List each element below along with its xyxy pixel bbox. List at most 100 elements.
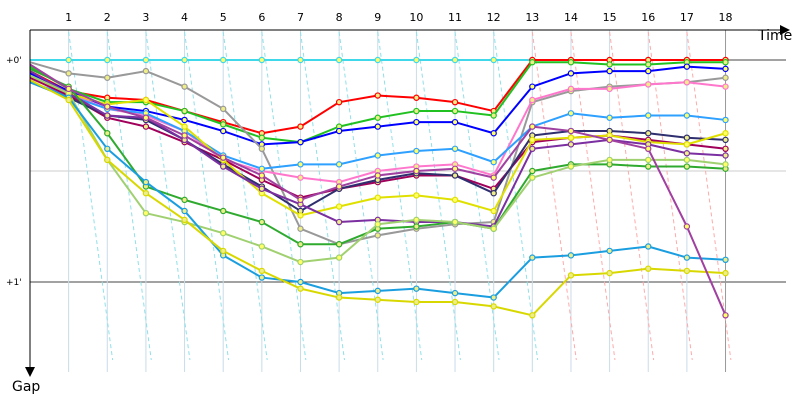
data-point: [683, 112, 691, 119]
data-point: [529, 312, 536, 319]
data-point: [722, 152, 729, 159]
x-axis-title: Time: [757, 28, 792, 44]
data-point: [490, 225, 497, 232]
x-tick-label: 17: [680, 11, 694, 24]
data-point: [258, 185, 266, 192]
grid-lines: [30, 30, 786, 372]
data-point: [567, 70, 575, 77]
data-point: [297, 258, 304, 266]
guide-line: [261, 31, 307, 361]
data-point: [490, 189, 497, 197]
data-point: [413, 216, 420, 224]
data-point: [451, 289, 459, 297]
axes: Time Gap: [12, 25, 792, 395]
data-point: [142, 67, 150, 75]
data-point: [258, 243, 266, 250]
data-point: [142, 96, 150, 104]
data-point: [413, 94, 420, 101]
data-point: [335, 98, 343, 106]
data-point: [258, 165, 266, 172]
data-point: [529, 145, 536, 152]
data-point: [297, 225, 304, 232]
data-point: [683, 63, 691, 70]
x-axis-arrow-icon: [780, 25, 790, 35]
data-point: [65, 56, 72, 64]
x-tick-label: 6: [258, 11, 265, 24]
data-point: [413, 107, 420, 115]
data-point: [606, 61, 613, 68]
data-point: [490, 174, 497, 181]
x-tick-label: 3: [142, 11, 149, 24]
data-point: [104, 103, 111, 110]
guide-line: [570, 31, 616, 361]
y-axis-title: Gap: [12, 379, 40, 395]
data-point: [65, 85, 72, 93]
data-point: [567, 163, 575, 170]
data-point: [683, 267, 691, 275]
data-point: [374, 287, 381, 295]
data-point: [567, 110, 575, 117]
guide-line: [377, 31, 423, 361]
data-point: [683, 223, 691, 230]
data-point: [645, 130, 652, 137]
data-point: [567, 252, 575, 259]
data-point: [567, 127, 575, 135]
data-point: [374, 92, 381, 99]
data-point: [297, 174, 304, 181]
data-point: [529, 83, 536, 90]
data-point: [606, 136, 613, 144]
data-point: [567, 134, 575, 141]
y-tick-labels: +0' +1': [6, 56, 22, 288]
data-point: [529, 254, 536, 261]
data-point: [606, 156, 613, 164]
data-point: [219, 154, 227, 161]
data-point: [181, 56, 188, 64]
data-point: [413, 167, 420, 175]
data-point: [451, 98, 459, 106]
data-point: [297, 196, 304, 204]
data-point: [529, 59, 536, 66]
data-point: [219, 207, 227, 215]
data-point: [142, 189, 150, 197]
data-point: [142, 114, 150, 121]
data-point: [65, 70, 72, 77]
data-point: [722, 136, 729, 144]
data-point: [258, 267, 266, 275]
data-point: [104, 112, 111, 119]
data-point: [722, 145, 729, 152]
data-point: [142, 123, 150, 130]
data-point: [104, 56, 111, 64]
data-point: [374, 56, 381, 64]
guide-line: [222, 31, 268, 361]
data-point: [529, 123, 536, 130]
data-point: [451, 298, 459, 306]
x-tick-label: 8: [336, 11, 343, 24]
x-tick-label: 10: [409, 11, 423, 24]
data-point: [722, 59, 729, 66]
data-point: [413, 118, 420, 126]
data-point: [722, 269, 729, 277]
data-point: [335, 203, 343, 210]
data-point: [451, 145, 459, 152]
data-point: [490, 158, 497, 166]
data-point: [219, 163, 227, 170]
data-point: [374, 123, 381, 130]
data-point: [451, 107, 459, 115]
data-point: [606, 85, 613, 93]
data-point: [297, 56, 304, 64]
data-point: [529, 96, 536, 104]
guide-line: [415, 31, 461, 361]
data-point: [722, 74, 729, 81]
y-tick-label: +1': [6, 278, 22, 288]
x-tick-label: 16: [641, 11, 655, 24]
x-tick-label: 14: [564, 11, 578, 24]
x-tick-label: 9: [374, 11, 381, 24]
data-point: [683, 141, 691, 148]
data-point: [490, 207, 497, 215]
guide-line: [184, 31, 230, 361]
data-point: [65, 96, 72, 104]
guide-line: [338, 31, 384, 361]
data-point: [335, 56, 343, 64]
data-point: [374, 296, 381, 303]
